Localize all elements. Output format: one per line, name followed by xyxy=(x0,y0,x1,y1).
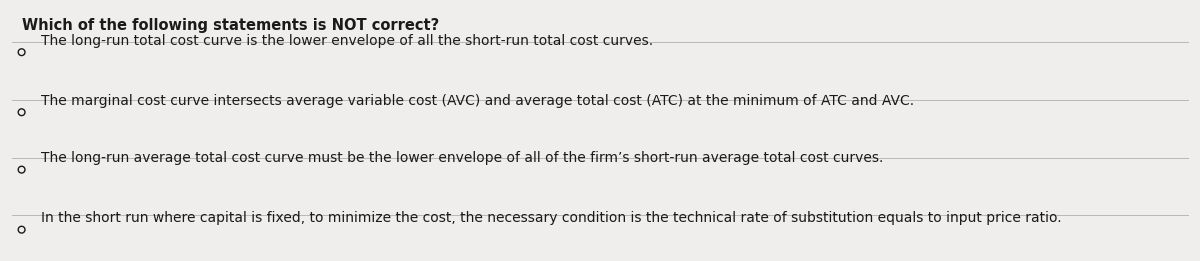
Text: In the short run where capital is fixed, to minimize the cost, the necessary con: In the short run where capital is fixed,… xyxy=(41,211,1062,226)
Text: The marginal cost curve intersects average variable cost (AVC) and average total: The marginal cost curve intersects avera… xyxy=(41,94,914,108)
Text: The long-run average total cost curve must be the lower envelope of all of the f: The long-run average total cost curve mu… xyxy=(41,151,883,165)
Text: Which of the following statements is NOT correct?: Which of the following statements is NOT… xyxy=(22,18,439,33)
Text: The long-run total cost curve is the lower envelope of all the short-run total c: The long-run total cost curve is the low… xyxy=(41,34,653,48)
